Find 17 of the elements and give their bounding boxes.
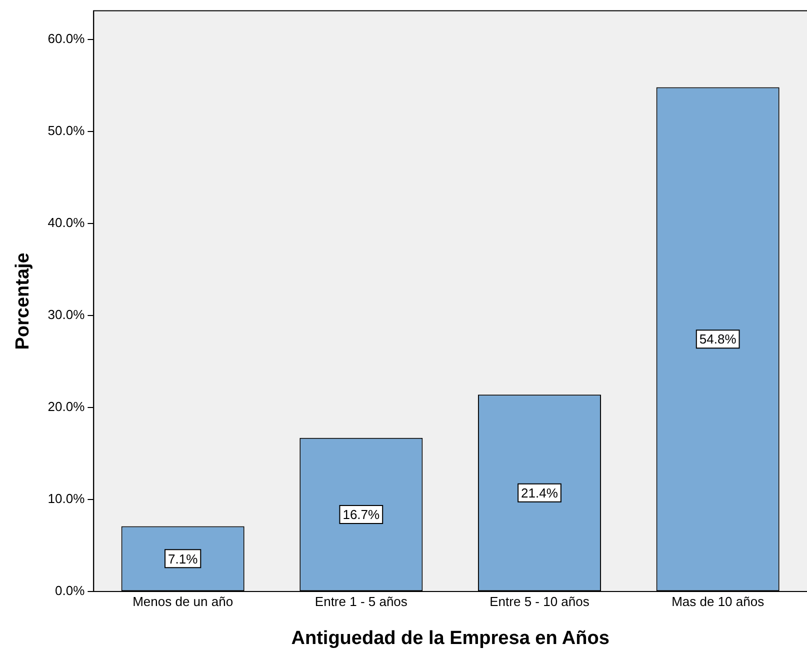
data-label: 54.8% [699, 332, 737, 347]
x-axis-title: Antiguedad de la Empresa en Años [291, 628, 610, 649]
y-tick-label: 50.0% [48, 122, 86, 138]
data-label: 16.7% [342, 507, 380, 522]
y-tick-label: 40.0% [48, 215, 86, 230]
y-tick-label: 20.0% [48, 399, 86, 414]
y-tick-label: 30.0% [48, 307, 86, 322]
x-tick-label: Entre 5 - 10 años [490, 594, 590, 609]
y-tick-label: 0.0% [55, 583, 86, 598]
x-tick-label: Menos de un año [132, 594, 234, 609]
x-tick-label: Entre 1 - 5 años [314, 594, 408, 609]
data-label: 7.1% [168, 551, 198, 566]
y-tick-label: 60.0% [48, 30, 86, 46]
y-axis-title: Porcentaje [12, 252, 34, 350]
y-tick-label: 10.0% [48, 491, 86, 506]
x-tick-label: Mas de 10 años [672, 594, 765, 609]
data-label: 21.4% [521, 485, 558, 500]
